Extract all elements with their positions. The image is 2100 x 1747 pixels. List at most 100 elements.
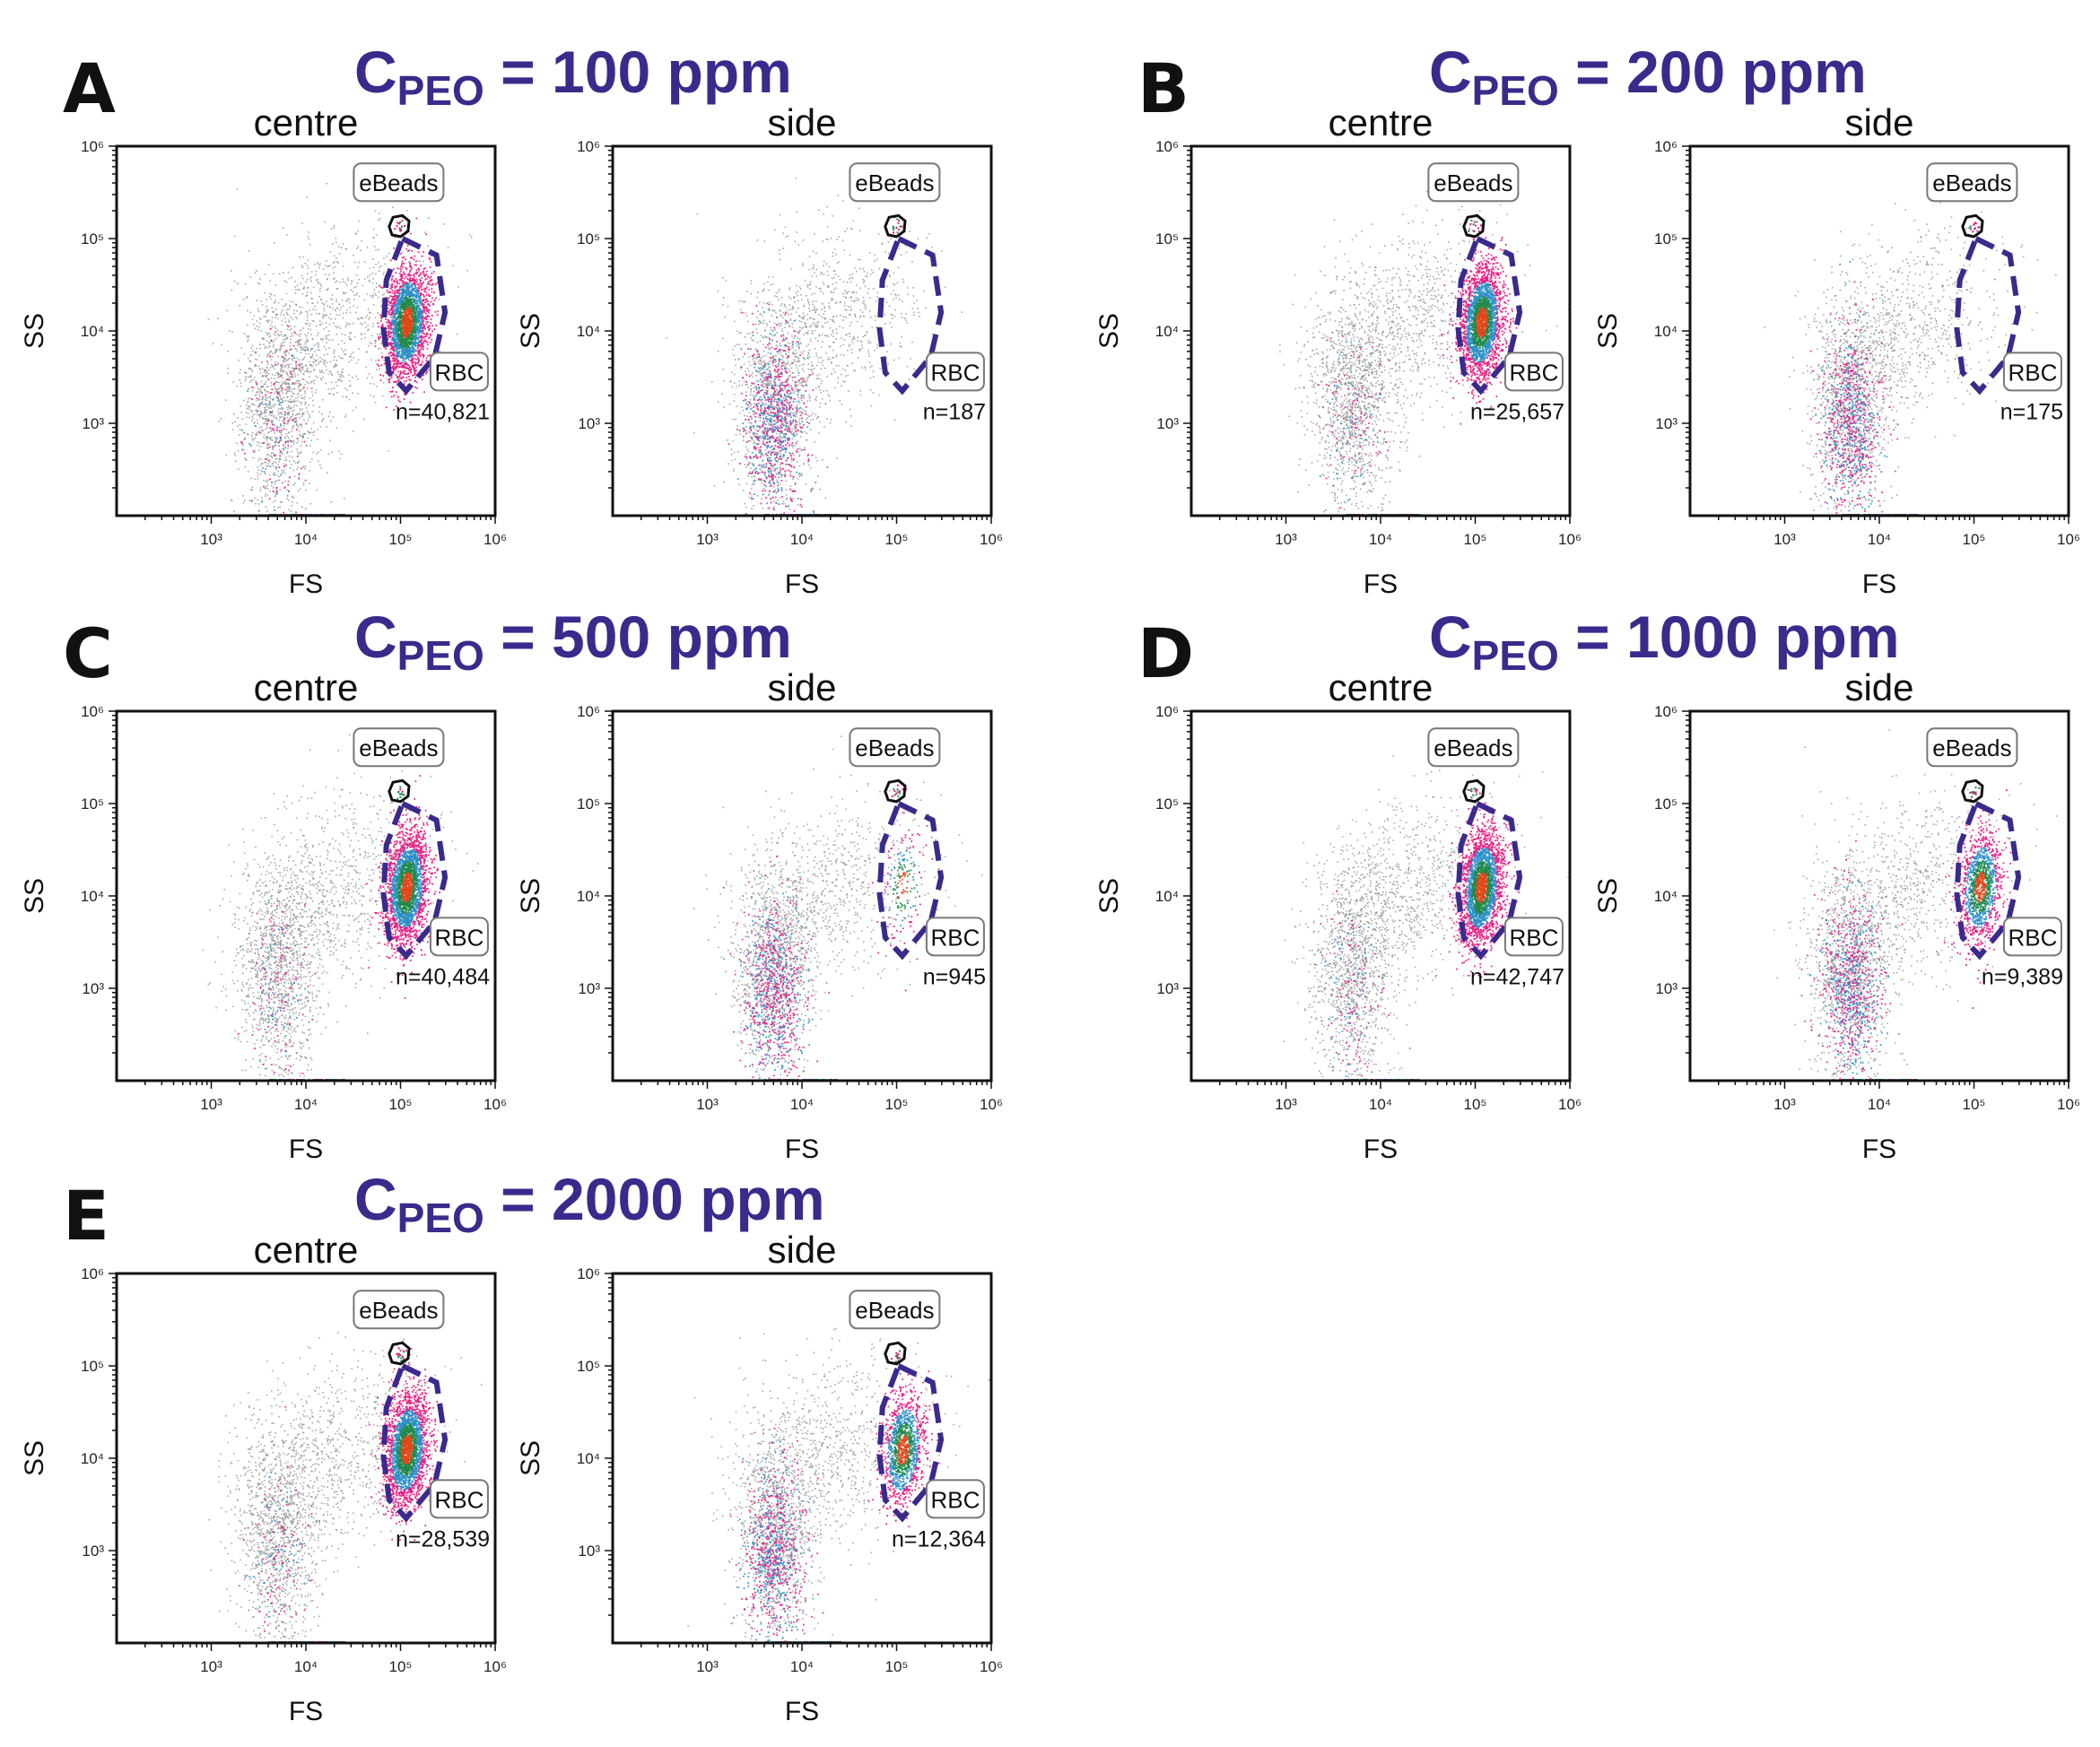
y-tick-label: 10⁵ [577, 230, 600, 248]
rbc-gate-label: RBC [1509, 359, 1558, 386]
scatter-plot-B-side: 10³ 10⁴ 10⁵ 10⁶ 10³ 10⁴ 10⁵ 10⁶ FS SS side eBeads RB… [1593, 101, 2080, 599]
plot-title: centre [254, 1229, 359, 1271]
plot-title: side [767, 666, 836, 708]
rbc-gate-label: RBC [930, 1486, 980, 1513]
scatter-plot-D-side: 10³ 10⁴ 10⁵ 10⁶ 10³ 10⁴ 10⁵ 10⁶ FS SS side eBeads RB… [1593, 666, 2080, 1164]
y-tick-label: 10⁵ [1654, 795, 1677, 813]
x-tick-label: 10⁶ [484, 1096, 507, 1113]
y-tick-label: 10⁴ [1155, 888, 1179, 905]
scatter-plot-A-side: 10³ 10⁴ 10⁵ 10⁶ 10³ 10⁴ 10⁵ 10⁶ FS SS side eBeads RB… [516, 101, 1003, 599]
y-tick-label: 10⁵ [81, 795, 104, 813]
concentration-title: CPEO = 200 ppm [1429, 39, 1867, 114]
rbc-count-label: n=28,539 [396, 1526, 490, 1551]
rbc-gate [876, 799, 945, 960]
x-tick-label: 10⁶ [2057, 531, 2080, 548]
rbc-gate-label: RBC [2008, 359, 2057, 386]
x-tick-label: 10⁵ [1464, 1096, 1487, 1113]
title-subscript: PEO [397, 67, 484, 114]
ebeads-gate-label: eBeads [855, 734, 934, 761]
y-axis-label: SS [1593, 878, 1623, 914]
axis-ticks [1183, 710, 1571, 1089]
x-axis-label: FS [289, 1134, 323, 1164]
x-tick-label: 10³ [1275, 531, 1297, 548]
y-tick-label: 10³ [1655, 980, 1677, 997]
panel-letter: D [1137, 613, 1194, 693]
event-dots [693, 735, 983, 1081]
title-subscript: PEO [397, 1195, 484, 1241]
title-subscript: PEO [1472, 632, 1559, 679]
y-tick-label: 10⁴ [81, 888, 104, 905]
title-rest: = 500 ppm [484, 604, 792, 670]
rbc-count-label: n=945 [923, 964, 986, 989]
y-tick-label: 10⁵ [81, 230, 104, 248]
ebeads-label-box [849, 727, 941, 768]
rbc-label-box [429, 917, 489, 957]
rbc-label-box [925, 352, 985, 392]
ebeads-gate-label: eBeads [855, 169, 934, 196]
axis-ticks [605, 710, 992, 1089]
plot-title: centre [1329, 666, 1433, 708]
ebeads-label-box [1926, 162, 2018, 203]
y-tick-label: 10⁵ [577, 795, 600, 813]
rbc-label-box [1503, 917, 1564, 957]
x-axis-label: FS [1364, 569, 1398, 599]
y-tick-label: 10⁶ [1654, 703, 1677, 720]
x-tick-label: 10⁵ [389, 1658, 413, 1675]
x-tick-label: 10⁶ [1558, 531, 1582, 548]
ebeads-label-box [353, 1290, 445, 1330]
y-tick-label: 10⁶ [81, 703, 104, 720]
x-tick-label: 10³ [696, 1096, 719, 1113]
ebeads-gate [1961, 778, 1984, 804]
ebeads-gate [388, 1341, 411, 1366]
title-subscript: PEO [1472, 67, 1559, 114]
plot-title: centre [1329, 101, 1433, 143]
x-tick-label: 10⁶ [2057, 1096, 2080, 1113]
y-tick-label: 10³ [1655, 415, 1677, 432]
event-dots [208, 1332, 483, 1643]
rbc-count-label: n=9,389 [1982, 964, 2063, 989]
x-tick-label: 10⁶ [484, 531, 507, 548]
ebeads-label-box [1427, 727, 1520, 768]
rbc-count-label: n=42,747 [1470, 964, 1564, 989]
panel-header-E: E CPEO = 2000 ppm [63, 1166, 825, 1256]
concentration-title: CPEO = 1000 ppm [1429, 604, 1900, 679]
ebeads-gate [388, 778, 411, 804]
rbc-gate [1954, 799, 2022, 960]
rbc-label-box [925, 1479, 985, 1519]
ebeads-gate [388, 213, 411, 239]
y-tick-label: 10⁴ [1654, 323, 1677, 340]
panel-header-A: A CPEO = 100 ppm [63, 39, 792, 128]
x-tick-label: 10⁵ [1963, 1096, 1986, 1113]
scatter-plot-E-centre: 10³ 10⁴ 10⁵ 10⁶ 10³ 10⁴ 10⁵ 10⁶ FS SS centreeBeads… [20, 1229, 507, 1726]
y-axis-label: SS [1094, 313, 1124, 349]
y-tick-label: 10³ [1156, 415, 1179, 432]
axis-ticks [1183, 145, 1571, 524]
x-tick-label: 10³ [696, 1658, 719, 1675]
axis-ticks [605, 1273, 992, 1651]
y-tick-label: 10⁶ [1654, 138, 1677, 155]
event-dots [202, 734, 479, 1081]
y-tick-label: 10⁴ [81, 323, 104, 340]
scatter-plot-D-centre: 10³ 10⁴ 10⁵ 10⁶ 10³ 10⁴ 10⁵ 10⁶ FS SS centreeBeads… [1094, 666, 1582, 1164]
panel-header-C: C CPEO = 500 ppm [63, 604, 792, 693]
y-tick-label: 10³ [578, 1543, 600, 1560]
x-axis-label: FS [1364, 1134, 1398, 1164]
title-main: C [354, 1166, 397, 1232]
ebeads-gate [884, 1341, 907, 1366]
plot-title: side [1844, 666, 1913, 708]
y-tick-label: 10⁶ [577, 1265, 600, 1282]
y-tick-label: 10³ [82, 1543, 104, 1560]
rbc-count-label: n=12,364 [892, 1526, 986, 1551]
y-tick-label: 10⁴ [1155, 323, 1179, 340]
y-axis-label: SS [516, 313, 545, 349]
rbc-label-box [2002, 917, 2062, 957]
scatter-plot-B-centre: 10³ 10⁴ 10⁵ 10⁶ 10³ 10⁴ 10⁵ 10⁶ FS SS centreeBeads… [1094, 101, 1582, 599]
ebeads-label-box [849, 162, 941, 203]
title-rest: = 1000 ppm [1559, 604, 1900, 670]
y-tick-label: 10⁶ [1155, 703, 1179, 720]
y-axis-label: SS [20, 878, 49, 914]
x-axis-label: FS [785, 1134, 819, 1164]
rbc-gate-label: RBC [2008, 924, 2057, 951]
x-tick-label: 10⁴ [1369, 531, 1392, 548]
rbc-label-box [429, 1479, 489, 1519]
